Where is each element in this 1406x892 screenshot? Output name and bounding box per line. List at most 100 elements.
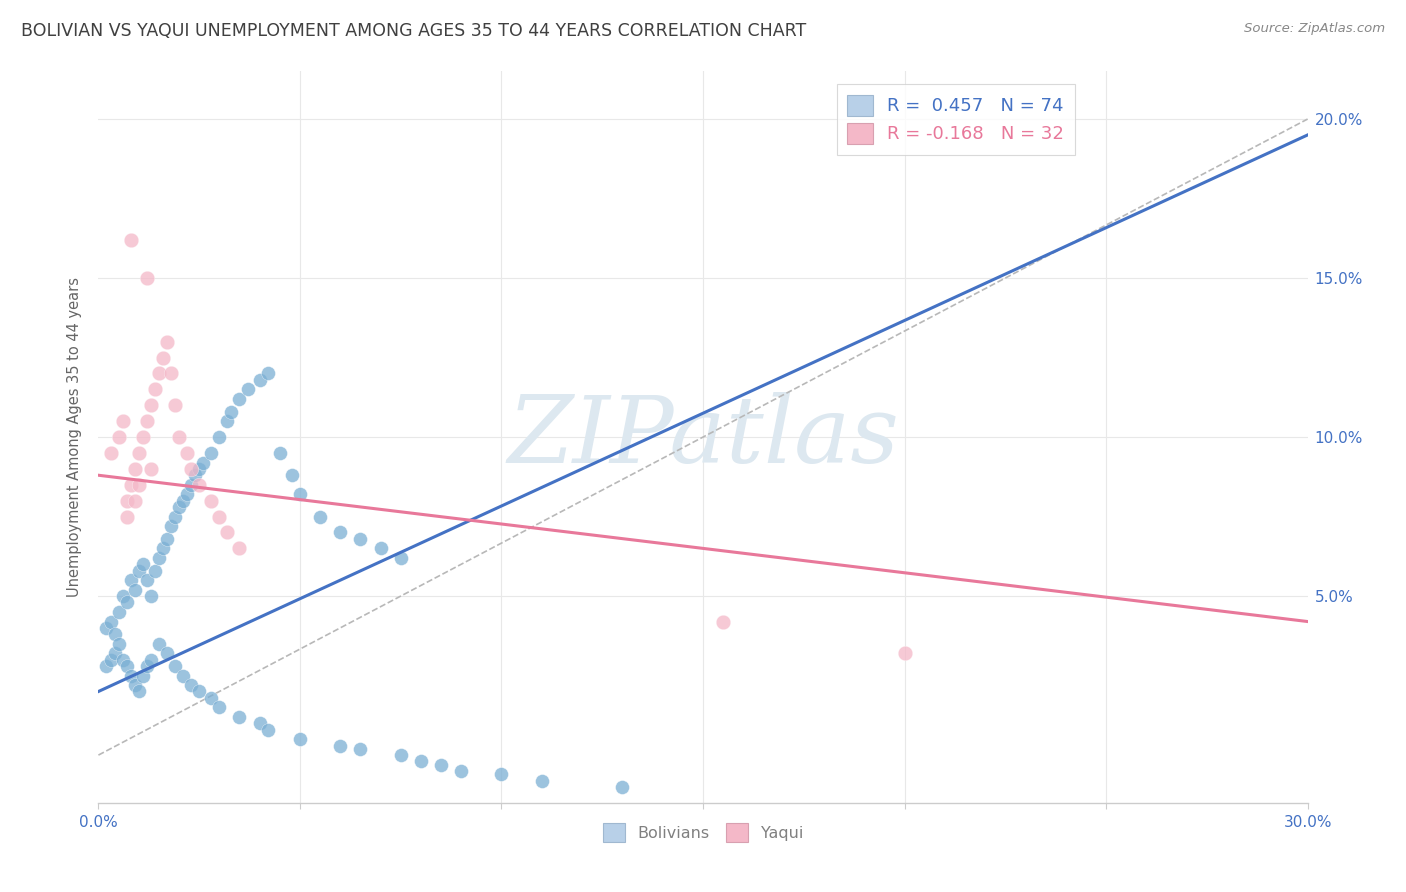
Point: [139, 462, 162, 476]
Point: [217, 414, 239, 428]
Point: [228, 710, 250, 724]
Point: [188, 462, 211, 476]
Point: [135, 414, 157, 428]
Point: [139, 653, 162, 667]
Point: [180, 678, 202, 692]
Point: [228, 392, 250, 406]
Point: [409, 755, 432, 769]
Point: [163, 398, 186, 412]
Point: [100, 653, 122, 667]
Point: [450, 764, 472, 778]
Point: [156, 532, 179, 546]
Point: [115, 659, 138, 673]
Point: [221, 404, 243, 418]
Point: [152, 351, 174, 365]
Point: [193, 456, 215, 470]
Point: [256, 367, 278, 381]
Point: [132, 558, 155, 572]
Point: [163, 509, 186, 524]
Point: [100, 615, 122, 629]
Point: [249, 373, 271, 387]
Point: [711, 615, 734, 629]
Point: [107, 430, 129, 444]
Point: [329, 525, 352, 540]
Y-axis label: Unemployment Among Ages 35 to 44 years: Unemployment Among Ages 35 to 44 years: [67, 277, 83, 597]
Point: [96, 659, 118, 673]
Point: [160, 519, 183, 533]
Point: [208, 430, 231, 444]
Point: [132, 668, 155, 682]
Point: [172, 668, 194, 682]
Point: [148, 637, 170, 651]
Point: [107, 637, 129, 651]
Point: [530, 773, 553, 788]
Point: [128, 446, 150, 460]
Point: [115, 595, 138, 609]
Point: [160, 367, 183, 381]
Point: [143, 383, 166, 397]
Point: [139, 589, 162, 603]
Point: [180, 477, 202, 491]
Point: [349, 532, 371, 546]
Point: [217, 525, 239, 540]
Point: [180, 462, 202, 476]
Point: [120, 668, 142, 682]
Point: [188, 477, 211, 491]
Point: [135, 271, 157, 285]
Point: [389, 550, 412, 565]
Point: [370, 541, 392, 556]
Point: [120, 233, 142, 247]
Point: [172, 493, 194, 508]
Point: [128, 477, 150, 491]
Point: [184, 468, 207, 483]
Point: [200, 493, 222, 508]
Point: [288, 487, 311, 501]
Point: [103, 646, 125, 660]
Point: [156, 646, 179, 660]
Point: [200, 690, 222, 705]
Point: [135, 659, 157, 673]
Text: Source: ZipAtlas.com: Source: ZipAtlas.com: [1244, 22, 1385, 36]
Point: [120, 573, 142, 587]
Point: [208, 509, 231, 524]
Point: [111, 653, 134, 667]
Point: [329, 739, 352, 753]
Point: [107, 605, 129, 619]
Point: [115, 493, 138, 508]
Point: [100, 446, 122, 460]
Point: [111, 589, 134, 603]
Point: [256, 723, 278, 737]
Point: [156, 334, 179, 349]
Point: [128, 684, 150, 698]
Point: [124, 493, 146, 508]
Point: [188, 684, 211, 698]
Point: [288, 732, 311, 747]
Point: [152, 541, 174, 556]
Legend: Bolivians, Yaqui: Bolivians, Yaqui: [595, 815, 811, 850]
Point: [115, 509, 138, 524]
Point: [176, 446, 198, 460]
Point: [200, 446, 222, 460]
Point: [281, 468, 304, 483]
Point: [124, 678, 146, 692]
Point: [135, 573, 157, 587]
Point: [491, 767, 513, 781]
Point: [430, 757, 453, 772]
Point: [163, 659, 186, 673]
Text: ZIPatlas: ZIPatlas: [508, 392, 898, 482]
Point: [176, 487, 198, 501]
Point: [120, 477, 142, 491]
Point: [249, 716, 271, 731]
Text: BOLIVIAN VS YAQUI UNEMPLOYMENT AMONG AGES 35 TO 44 YEARS CORRELATION CHART: BOLIVIAN VS YAQUI UNEMPLOYMENT AMONG AGE…: [21, 22, 806, 40]
Point: [236, 383, 259, 397]
Point: [148, 550, 170, 565]
Point: [111, 414, 134, 428]
Point: [269, 446, 291, 460]
Point: [124, 582, 146, 597]
Point: [612, 780, 634, 794]
Point: [167, 500, 190, 514]
Point: [128, 564, 150, 578]
Point: [208, 700, 231, 714]
Point: [148, 367, 170, 381]
Point: [96, 621, 118, 635]
